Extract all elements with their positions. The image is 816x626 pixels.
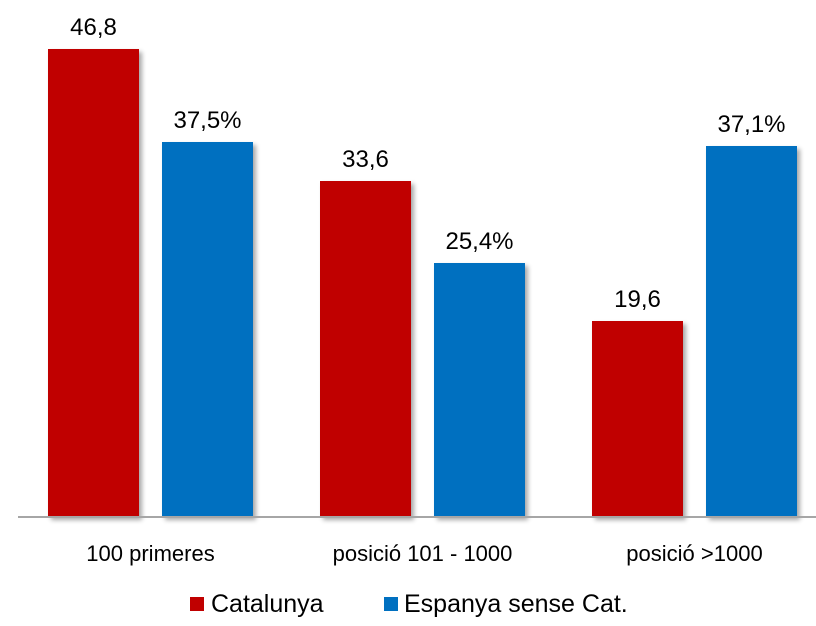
bars-layer xyxy=(48,49,797,517)
x-tick-label-posici-101-1000: posició 101 - 1000 xyxy=(333,541,513,566)
x-tick-label-posici-1000: posició >1000 xyxy=(626,541,762,566)
bar-catalunya-100-primeres xyxy=(48,49,139,517)
bar-catalunya-posici-101-1000 xyxy=(320,181,411,517)
legend-item-catalunya: Catalunya xyxy=(190,590,324,618)
data-label-espanya-sense-cat-posici-1000: 37,1% xyxy=(717,111,785,138)
legend-swatch-espanya-sense-cat xyxy=(384,597,398,611)
legend-label-espanya-sense-cat: Espanya sense Cat. xyxy=(404,590,628,618)
legend-item-espanya-sense-cat: Espanya sense Cat. xyxy=(384,590,628,618)
data-label-catalunya-posici-101-1000: 33,6 xyxy=(342,146,389,173)
data-labels-layer: 46,8 33,6 19,6 37,5% 25,4% 37,1% xyxy=(70,14,785,313)
x-tick-label-100-primeres: 100 primeres xyxy=(86,541,214,566)
legend: Catalunya Espanya sense Cat. xyxy=(190,590,628,618)
data-label-catalunya-100-primeres: 46,8 xyxy=(70,14,117,41)
x-tick-labels-layer: 100 primeres posició 101 - 1000 posició >1… xyxy=(86,541,762,566)
data-label-catalunya-posici-1000: 19,6 xyxy=(614,286,661,313)
bar-espanya-sense-cat-posici-1000 xyxy=(706,146,797,517)
data-label-espanya-sense-cat-posici-101-1000: 25,4% xyxy=(445,228,513,255)
bar-catalunya-posici-1000 xyxy=(592,321,683,517)
legend-swatch-catalunya xyxy=(190,597,204,611)
legend-label-catalunya: Catalunya xyxy=(211,590,324,618)
bar-espanya-sense-cat-100-primeres xyxy=(162,142,253,517)
data-label-espanya-sense-cat-100-primeres: 37,5% xyxy=(173,107,241,134)
bar-espanya-sense-cat-posici-101-1000 xyxy=(434,263,525,517)
